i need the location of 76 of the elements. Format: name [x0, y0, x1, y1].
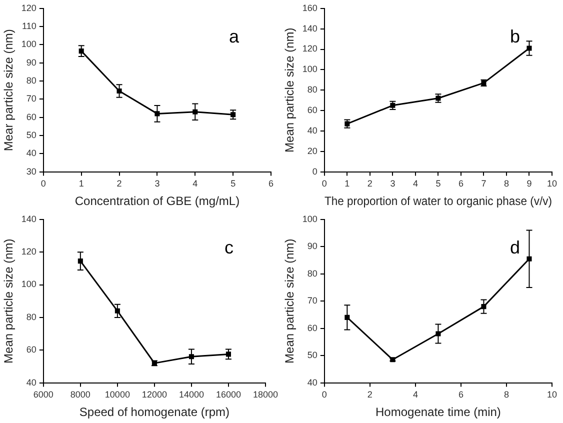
y-axis-title: Mean particle size (nm) — [282, 28, 297, 152]
y-tick-label: 100 — [21, 279, 36, 290]
x-axis-title: The proportion of water to organic phase (v/v) — [324, 194, 552, 208]
x-tick-label: 9 — [526, 178, 532, 189]
y-tick-label: 40 — [26, 148, 36, 158]
y-tick-label: 90 — [26, 57, 36, 68]
annotation: d — [510, 237, 520, 258]
y-tick-label: 30 — [26, 166, 36, 176]
y-tick-label: 120 — [21, 2, 36, 13]
y-tick-label: 120 — [302, 44, 318, 54]
x-tick-label: 2 — [367, 390, 372, 400]
annotation: a — [228, 26, 240, 46]
x-tick-label: 0 — [40, 178, 46, 189]
x-tick-label: 4 — [412, 390, 418, 400]
y-tick-label: 40 — [307, 377, 318, 388]
x-tick-label: 6 — [458, 390, 464, 400]
x-tick-label: 12000 — [142, 390, 167, 400]
y-tick-label: 100 — [302, 64, 318, 74]
y-tick-label: 140 — [21, 214, 36, 224]
x-tick-label: 8000 — [70, 390, 90, 400]
y-tick-label: 80 — [307, 268, 318, 278]
y-tick-label: 40 — [26, 377, 36, 388]
point — [526, 256, 532, 262]
y-tick-label: 120 — [21, 246, 36, 257]
y-tick-label: 60 — [26, 112, 36, 122]
y-tick-label: 50 — [26, 130, 36, 140]
y-tick-label: 50 — [307, 350, 318, 360]
y-tick-label: 0 — [312, 166, 318, 176]
x-tick-label: 7 — [481, 178, 486, 189]
x-tick-label: 6 — [458, 178, 464, 189]
x-axis-title: Homogenate time (min) — [376, 405, 501, 420]
y-tick-label: 70 — [307, 296, 318, 306]
y-axis-title: Mean particle size (nm) — [2, 238, 16, 364]
x-tick-label: 3 — [154, 178, 160, 189]
y-tick-label: 20 — [307, 146, 318, 156]
y-tick-label: 60 — [307, 105, 318, 116]
x-axis-title: Speed of homogenate (rpm) — [79, 405, 230, 420]
x-tick-label: 6000 — [33, 390, 54, 400]
y-tick-label: 40 — [307, 125, 318, 136]
x-tick-label: 8 — [504, 390, 509, 400]
x-tick-label: 10 — [546, 178, 558, 189]
y-tick-label: 90 — [307, 241, 318, 252]
x-tick-label: 10000 — [104, 390, 130, 400]
y-tick-label: 100 — [302, 214, 318, 224]
x-tick-label: 0 — [322, 178, 327, 189]
y-tick-label: 60 — [307, 322, 318, 333]
x-tick-label: 3 — [390, 178, 396, 189]
x-tick-label: 10 — [546, 390, 558, 400]
x-tick-label: 4 — [192, 178, 198, 189]
x-tick-label: 0 — [322, 390, 327, 400]
annotation: c — [224, 237, 234, 258]
x-tick-label: 2 — [367, 178, 372, 189]
x-tick-label: 18000 — [252, 390, 278, 400]
y-tick-label: 80 — [307, 84, 318, 95]
y-tick-label: 100 — [21, 39, 36, 50]
y-tick-label: 80 — [26, 76, 36, 86]
y-axis-title: Mean particle size (nm) — [282, 238, 297, 364]
y-tick-label: 70 — [26, 94, 36, 104]
y-tick-label: 60 — [26, 344, 36, 355]
annotation: b — [510, 26, 520, 46]
y-tick-label: 140 — [302, 23, 318, 34]
x-tick-label: 16000 — [216, 390, 241, 400]
y-tick-label: 110 — [22, 21, 36, 32]
x-tick-label: 6 — [268, 178, 274, 189]
x-tick-label: 14000 — [178, 390, 204, 400]
x-tick-label: 2 — [116, 178, 122, 189]
y-tick-label: 160 — [302, 2, 318, 13]
y-tick-label: 80 — [26, 312, 36, 322]
y-axis-title: Mear particle size (nm) — [2, 29, 16, 152]
x-tick-label: 4 — [412, 178, 418, 189]
x-tick-label: 1 — [78, 178, 84, 189]
x-axis-title: Concentration of GBE (mg/mL) — [74, 194, 240, 208]
x-tick-label: 1 — [344, 178, 350, 189]
x-tick-label: 5 — [230, 178, 236, 189]
x-tick-label: 5 — [436, 178, 441, 189]
x-tick-label: 8 — [504, 178, 509, 189]
